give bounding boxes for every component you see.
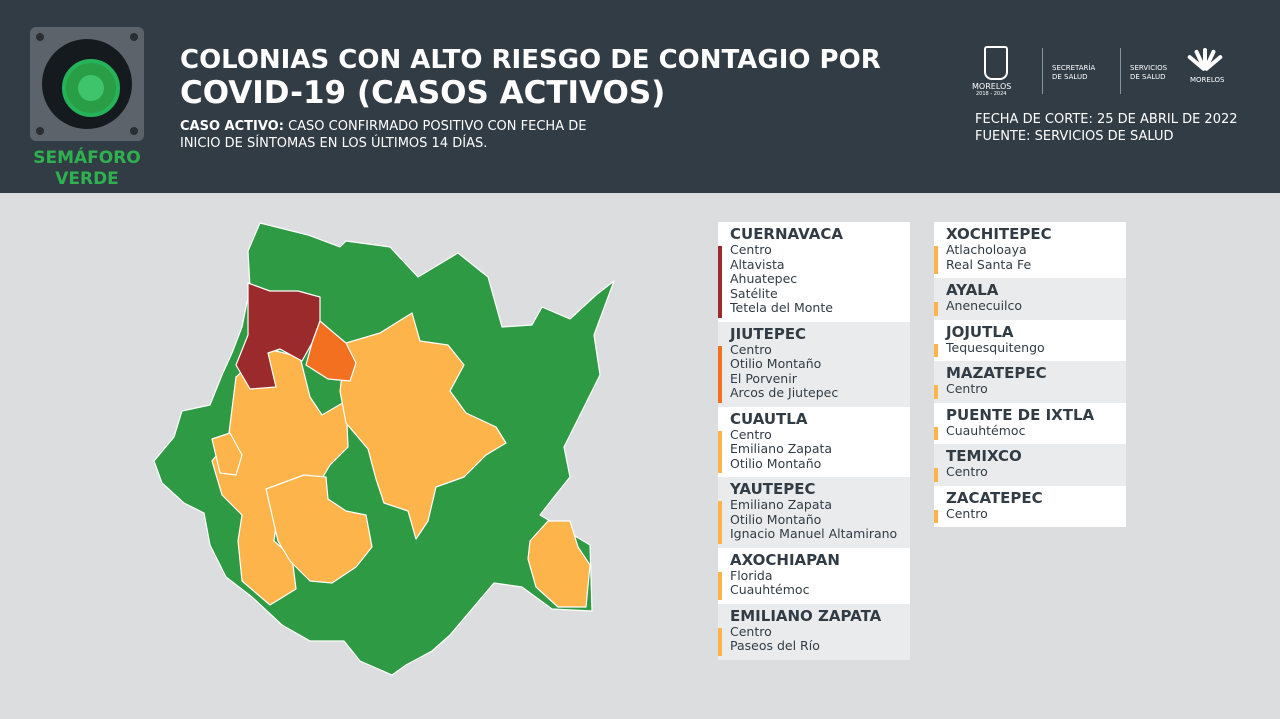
colonia-item: Otilio Montaño <box>730 455 822 471</box>
colonia-item: Atlacholoaya <box>946 242 1027 257</box>
colonia-item: Tequesquitengo <box>946 339 1045 355</box>
map-region-yellow-axochiapan <box>527 520 591 608</box>
map-region-yellow-south <box>265 474 373 584</box>
map-region-yellow-small-west <box>211 432 243 476</box>
municipality-name: PUENTE DE IXTLA <box>946 405 1095 424</box>
colonia-item: El Porvenir <box>730 370 797 386</box>
colonia-item: Cuauhtémoc <box>946 422 1026 438</box>
servicios-salud-flower-icon <box>1186 48 1224 72</box>
logo-servicios-line1: SERVICIOS <box>1130 64 1168 72</box>
map-region-red-cuernavaca <box>235 282 321 390</box>
colonia-item: Centro <box>946 381 988 396</box>
municipality-name: JIUTEPEC <box>730 324 807 343</box>
page-title: COLONIAS CON ALTO RIESGO DE CONTAGIO POR… <box>180 45 881 111</box>
header-bar: SEMÁFORO VERDE COLONIAS CON ALTO RIESGO … <box>0 0 1280 193</box>
colonia-item: Altavista <box>730 256 785 272</box>
logo-morelos-right-text: MORELOS <box>1190 76 1225 84</box>
colonia-item: Otilio Montaño <box>730 511 822 527</box>
municipality-name: XOCHITEPEC <box>946 225 1052 243</box>
municipality-name: MAZATEPEC <box>946 364 1047 382</box>
colonia-item: Centro <box>946 464 988 479</box>
municipality-card: MAZATEPEC Centro <box>934 361 1126 403</box>
colonia-item: Centro <box>730 623 772 639</box>
municipality-name: EMILIANO ZAPATA <box>730 606 882 625</box>
colonia-item: Centro <box>730 426 772 442</box>
municipality-card: CUERNAVACA Centro Altavista Ahuatepec Sa… <box>718 222 910 322</box>
logo-secretaria-line2: DE SALUD <box>1052 73 1088 81</box>
logo-servicios-line2: DE SALUD <box>1130 73 1166 81</box>
municipality-name: ZACATEPEC <box>946 488 1043 507</box>
colonia-item: Tetela del Monte <box>730 300 833 315</box>
semaforo-label: SEMÁFORO VERDE <box>33 148 141 189</box>
colonia-item: Centro <box>730 341 772 357</box>
municipality-name: JOJUTLA <box>946 322 1014 341</box>
colonia-item: Cuauhtémoc <box>730 582 810 597</box>
municipality-name: YAUTEPEC <box>730 480 816 498</box>
municipality-card: AXOCHIAPAN Florida Cuauhtémoc <box>718 547 910 604</box>
municipality-card: XOCHITEPEC Atlacholoaya Real Santa Fe <box>934 222 1126 278</box>
logos-group: MORELOS 2018 - 2024 SECRETARÍA DE SALUD … <box>970 46 1230 97</box>
active-case-definition: CASO ACTIVO: CASO CONFIRMADO POSITIVO CO… <box>180 119 587 151</box>
municipality-name: CUAUTLA <box>730 409 808 428</box>
colonia-item: Satélite <box>730 285 778 301</box>
municipality-card: ZACATEPEC Centro <box>934 485 1126 527</box>
municipality-list-right: XOCHITEPEC Atlacholoaya Real Santa Fe AY… <box>934 222 1126 527</box>
colonia-item: Real Santa Fe <box>946 256 1032 272</box>
municipality-card: PUENTE DE IXTLA Cuauhtémoc <box>934 402 1126 444</box>
municipality-card: JOJUTLA Tequesquitengo <box>934 319 1126 361</box>
colonia-item: Arcos de Jiutepec <box>730 385 839 400</box>
colonia-item: Ahuatepec <box>730 271 798 286</box>
cutoff-and-source: FECHA DE CORTE: 25 DE ABRIL DE 2022 FUEN… <box>975 112 1238 144</box>
map-region-orange-jiutepec <box>305 320 357 382</box>
municipality-name: CUERNAVACA <box>730 225 843 243</box>
colonia-item: Otilio Montaño <box>730 356 822 371</box>
municipality-card: CUAUTLA Centro Emiliano Zapata Otilio Mo… <box>718 406 910 477</box>
municipality-card: AYALA Anenecuilco <box>934 278 1126 320</box>
municipality-card: YAUTEPEC Emiliano Zapata Otilio Montaño … <box>718 477 910 548</box>
municipality-card: TEMIXCO Centro <box>934 444 1126 486</box>
colonia-item: Centro <box>946 505 988 521</box>
morelos-crest-icon <box>974 46 1014 96</box>
colonia-item: Emiliano Zapata <box>730 497 833 512</box>
municipality-card: EMILIANO ZAPATA Centro Paseos del Río <box>718 603 910 660</box>
logo-secretaria-line1: SECRETARÍA <box>1052 64 1096 72</box>
traffic-light-icon <box>30 27 144 141</box>
colonia-item: Emiliano Zapata <box>730 441 833 456</box>
morelos-municipalities-map <box>153 222 615 676</box>
municipality-name: AXOCHIAPAN <box>730 550 840 569</box>
colonia-item: Ignacio Manuel Altamirano <box>730 526 898 541</box>
colonia-item: Anenecuilco <box>946 298 1023 313</box>
map-region-yellow-central <box>339 312 507 540</box>
municipality-card: JIUTEPEC Centro Otilio Montaño El Porven… <box>718 321 910 407</box>
municipality-name: AYALA <box>946 281 999 299</box>
logo-morelos-text: MORELOS <box>972 82 1012 91</box>
colonia-item: Florida <box>730 567 773 583</box>
municipality-list-left: CUERNAVACA Centro Altavista Ahuatepec Sa… <box>718 222 910 660</box>
colonia-item: Paseos del Río <box>730 638 820 653</box>
colonia-item: Centro <box>730 242 772 257</box>
logo-morelos-years: 2018 - 2024 <box>976 91 1007 97</box>
municipality-name: TEMIXCO <box>946 447 1022 465</box>
